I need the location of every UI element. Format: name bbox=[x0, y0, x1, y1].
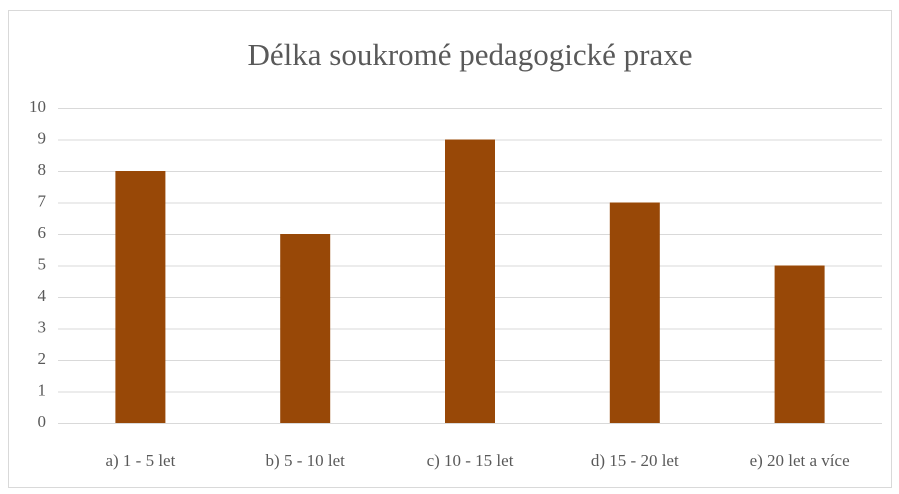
y-tick-label: 7 bbox=[38, 191, 47, 210]
x-tick-label: c) 10 - 15 let bbox=[427, 451, 514, 470]
x-tick-label: e) 20 let a více bbox=[750, 451, 850, 470]
bar bbox=[445, 139, 495, 423]
x-tick-label: d) 15 - 20 let bbox=[591, 451, 679, 470]
y-tick-label: 10 bbox=[29, 97, 46, 116]
y-tick-label: 4 bbox=[38, 286, 47, 305]
bar bbox=[280, 234, 331, 423]
chart-title: Délka soukromé pedagogické praxe bbox=[247, 37, 692, 72]
y-tick-label: 3 bbox=[38, 317, 47, 336]
y-tick-label: 9 bbox=[38, 128, 47, 147]
y-tick-label: 1 bbox=[38, 380, 47, 399]
bar bbox=[115, 171, 166, 423]
y-tick-label: 0 bbox=[38, 412, 47, 431]
y-tick-label: 8 bbox=[38, 160, 47, 179]
y-tick-label: 6 bbox=[38, 223, 47, 242]
y-tick-label: 5 bbox=[38, 254, 47, 273]
x-tick-label: b) 5 - 10 let bbox=[266, 451, 346, 470]
bar bbox=[774, 265, 825, 423]
bar bbox=[609, 202, 660, 423]
y-tick-label: 2 bbox=[38, 349, 47, 368]
x-tick-label: a) 1 - 5 let bbox=[105, 451, 175, 470]
